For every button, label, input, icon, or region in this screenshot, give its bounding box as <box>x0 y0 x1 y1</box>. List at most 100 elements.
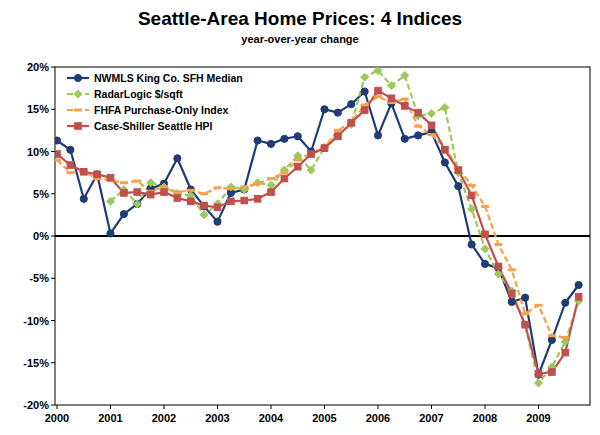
series-marker <box>521 321 529 329</box>
series-marker <box>482 231 489 238</box>
series-marker <box>521 312 529 315</box>
series-marker <box>441 159 448 166</box>
series-marker <box>481 205 489 208</box>
series-marker <box>481 245 489 253</box>
series-marker <box>401 103 408 110</box>
plot-area <box>55 67 583 387</box>
series-marker <box>401 135 408 142</box>
series-marker <box>508 290 515 297</box>
legend-label: RadarLogic $/sqft <box>94 88 183 100</box>
y-tick <box>51 405 55 406</box>
title: Seattle-Area Home Prices: 4 Indices <box>138 8 462 29</box>
series-marker <box>201 202 208 209</box>
series-marker <box>535 371 542 378</box>
x-tick <box>431 405 432 409</box>
series-marker <box>281 135 288 142</box>
series-marker <box>174 195 181 202</box>
series-marker <box>308 151 315 158</box>
series-marker <box>494 243 502 246</box>
series-marker <box>468 241 475 248</box>
series-marker <box>55 137 61 144</box>
plot-frame <box>55 67 590 405</box>
series-marker <box>94 171 101 178</box>
y-tick <box>51 151 55 152</box>
series-marker <box>549 369 556 376</box>
series-marker <box>348 119 355 126</box>
y-tick <box>51 109 55 110</box>
series-marker <box>134 200 141 207</box>
y-tick-label: 15% <box>27 103 49 115</box>
series-marker <box>428 128 435 135</box>
series-marker <box>80 168 87 175</box>
series-marker <box>535 379 543 387</box>
series-marker <box>187 198 194 205</box>
legend-marker <box>74 109 82 112</box>
y-tick-label: 0% <box>33 230 49 242</box>
series-marker <box>134 189 141 196</box>
series-line <box>111 70 579 383</box>
series-marker <box>374 67 382 74</box>
series-marker <box>254 179 262 187</box>
series-marker <box>161 189 168 196</box>
series-marker <box>361 73 369 81</box>
series-marker <box>227 187 235 190</box>
series-marker <box>55 158 61 161</box>
series-marker <box>200 192 208 195</box>
series-marker <box>80 195 87 202</box>
series-marker <box>67 146 74 153</box>
series-marker <box>428 109 436 117</box>
x-tick <box>57 405 58 409</box>
legend-label: Case-Shiller Seattle HPI <box>94 120 213 132</box>
series-marker <box>268 189 275 196</box>
subtitle: year-over-year change <box>241 33 358 45</box>
y-tick <box>51 278 55 279</box>
y-tick <box>51 320 55 321</box>
x-tick-label: 2009 <box>526 412 550 424</box>
series-marker <box>66 171 74 174</box>
series-marker <box>201 203 208 210</box>
series-marker <box>441 104 449 112</box>
series-marker <box>494 270 502 278</box>
series-marker <box>187 189 195 192</box>
series-marker <box>508 268 516 271</box>
series-marker <box>388 95 395 102</box>
series-marker <box>228 198 235 205</box>
x-tick-label: 2008 <box>473 412 497 424</box>
series-marker <box>241 186 248 193</box>
legend-label: FHFA Purchase-Only Index <box>94 104 229 116</box>
series-marker <box>347 120 355 128</box>
background <box>0 0 600 435</box>
x-axis <box>55 235 590 237</box>
series-marker <box>240 185 248 188</box>
series-marker <box>361 104 369 107</box>
series-marker <box>415 132 422 139</box>
y-tick-label: 5% <box>33 188 49 200</box>
series-marker <box>321 143 329 151</box>
series-marker <box>267 140 274 147</box>
x-tick <box>110 405 111 409</box>
legend-marker <box>75 123 82 130</box>
series-line <box>57 97 565 338</box>
series-marker <box>508 298 515 305</box>
series-marker <box>254 182 262 185</box>
series-marker <box>174 155 181 162</box>
x-tick <box>485 405 486 409</box>
x-tick-label: 2000 <box>45 412 69 424</box>
series-marker <box>200 211 208 219</box>
series-marker <box>361 107 368 114</box>
x-tick-label: 2006 <box>366 412 390 424</box>
y-tick-label: -15% <box>23 357 49 369</box>
series-marker <box>575 294 582 301</box>
series-marker <box>575 281 582 288</box>
series-line <box>57 92 579 375</box>
series-marker <box>321 106 328 113</box>
series-marker <box>535 304 543 307</box>
series-line <box>57 91 579 374</box>
series-marker <box>348 101 355 108</box>
series-marker <box>240 186 248 194</box>
series-marker <box>548 334 556 337</box>
legend-marker <box>74 74 81 81</box>
series-marker <box>428 122 435 129</box>
series-marker <box>133 180 141 183</box>
series-marker <box>374 132 381 139</box>
